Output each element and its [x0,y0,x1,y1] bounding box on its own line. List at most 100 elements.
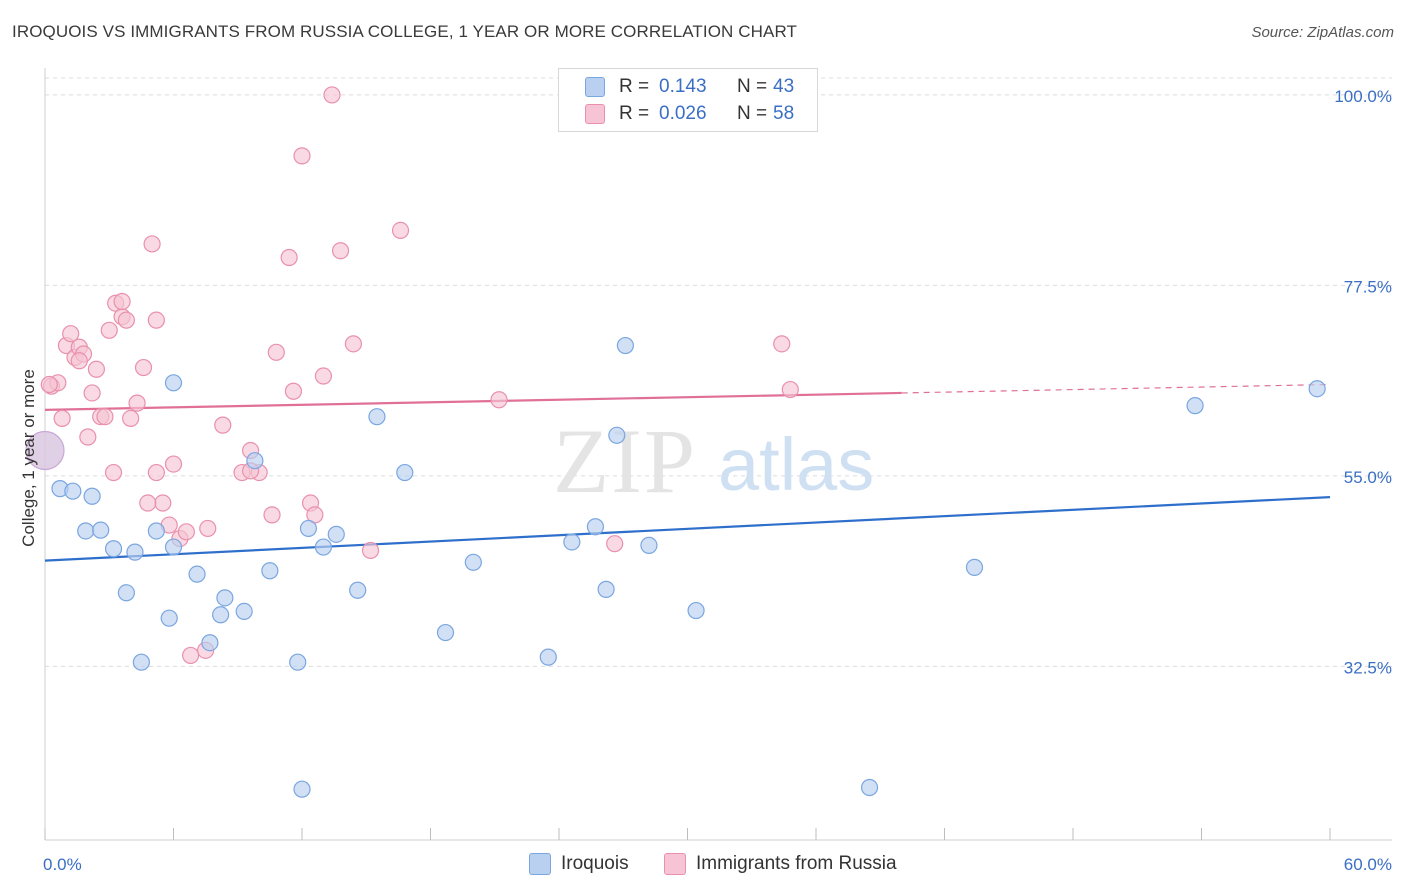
data-point-russia [177,523,195,541]
data-point-iroquois [1308,380,1326,398]
data-point-russia [331,242,350,260]
data-point-iroquois [246,452,264,470]
data-point-russia [62,325,80,343]
data-point-iroquois [188,565,206,583]
data-point-iroquois [25,430,65,471]
data-point-russia [154,494,172,512]
data-point-russia [139,494,157,512]
data-point-russia [53,409,71,427]
points-layer [25,86,1326,798]
data-point-iroquois [464,553,482,571]
data-point-russia [781,380,799,399]
data-point-iroquois [160,609,178,627]
data-point-iroquois [132,653,150,671]
data-point-iroquois [126,543,144,561]
data-point-iroquois [83,487,101,505]
bottom-legend-swatch-russia [664,853,686,875]
data-point-iroquois [396,463,414,482]
data-point-russia [214,416,232,434]
data-point-iroquois [201,634,219,652]
label-layer: 32.5% 55.0% 77.5% 100.0% 0.0% 60.0% College, 1… [19,87,1392,874]
data-point-iroquois [77,522,95,540]
bottom-legend-label-russia: Immigrants from Russia [696,853,897,874]
data-point-iroquois [1186,397,1204,415]
data-point-russia [490,391,508,409]
legend-n-label: N = [737,103,768,124]
y-tick-label: 32.5% [1344,658,1392,677]
legend-n-label: N = [737,76,768,97]
data-point-russia [280,248,298,267]
data-point-iroquois [299,519,318,538]
data-point-iroquois [597,580,615,598]
data-point-russia [199,519,217,538]
data-point-iroquois [147,522,165,540]
data-point-iroquois [608,426,626,444]
data-point-iroquois [436,623,455,642]
legend-r-value: 0.026 [659,103,707,124]
bottom-legend-swatch-iroquois [529,853,551,875]
data-point-russia [147,311,165,329]
trend-layer [44,383,1331,562]
data-point-iroquois [586,518,605,536]
watermark-atlas: atlas [718,423,874,506]
y-tick-label: 100.0% [1334,87,1392,106]
bottom-legend-label-iroquois: Iroquois [561,853,629,874]
legend-row-russia: R = 0.026 N = 58 [585,101,794,127]
data-point-iroquois [104,540,123,558]
legend-swatch-russia [585,104,605,124]
trend-line-russia-extension [901,383,1331,394]
data-point-russia [267,343,285,361]
legend-row-iroquois: R = 0.143 N = 43 [585,74,794,100]
data-point-iroquois [64,482,82,500]
legend-swatch-iroquois [585,77,605,97]
data-point-iroquois [261,562,279,580]
data-point-russia [70,352,88,370]
legend-r-value: 0.143 [659,76,707,97]
data-point-russia [134,358,153,377]
y-axis-label: College, 1 year or more [19,369,38,547]
data-point-russia [96,408,114,426]
data-point-iroquois [235,602,253,621]
watermark: ZIP atlas [553,410,874,512]
bottom-legend-russia: Immigrants from Russia [664,852,897,876]
chart-title: IROQUOIS VS IMMIGRANTS FROM RUSSIA COLLE… [12,22,798,41]
data-point-russia [128,394,146,412]
data-point-russia [104,463,123,482]
data-point-iroquois [289,653,307,671]
data-point-russia [147,463,165,482]
correlation-legend: R = 0.143 N = 43 R = 0.026 N = 58 [558,68,818,132]
chart-source: Source: ZipAtlas.com [1251,24,1394,41]
data-point-iroquois [117,584,135,602]
legend-r-label: R = [619,76,650,97]
data-point-iroquois [349,581,367,599]
data-point-russia [606,535,624,553]
legend-r-label: R = [619,103,650,124]
trend-line-russia [44,391,902,411]
legend-n-value: 43 [773,76,795,97]
data-point-russia [323,86,341,104]
legend-n-value: 58 [773,103,795,124]
data-point-iroquois [92,521,110,539]
data-point-iroquois [368,408,386,426]
data-point-russia [143,235,161,253]
data-point-iroquois [860,778,879,797]
data-point-russia [164,455,183,473]
data-point-iroquois [164,374,183,392]
data-point-iroquois [563,533,581,551]
data-point-russia [391,221,410,239]
data-point-russia [293,147,311,165]
data-point-russia [79,428,97,446]
data-point-russia [344,335,362,353]
data-point-iroquois [212,606,230,624]
data-point-iroquois [539,648,557,666]
data-point-russia [100,321,118,339]
data-point-russia [284,382,303,400]
data-point-russia [182,646,200,665]
data-point-russia [263,506,281,524]
data-point-iroquois [293,780,311,798]
data-point-iroquois [327,525,345,543]
data-point-russia [122,409,140,427]
y-tick-label: 77.5% [1344,277,1392,296]
data-point-iroquois [216,589,234,607]
